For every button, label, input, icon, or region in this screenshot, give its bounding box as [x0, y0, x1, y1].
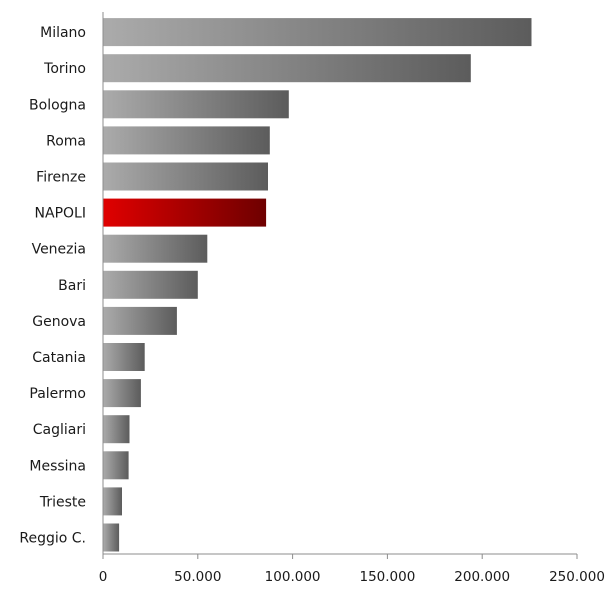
bar-venezia — [103, 234, 208, 263]
category-label: Genova — [32, 314, 86, 330]
category-label: Roma — [46, 133, 86, 149]
bar-bari — [103, 270, 198, 299]
bar-catania — [103, 343, 145, 371]
bar-trieste — [103, 487, 122, 516]
bar-genova — [103, 306, 177, 335]
bar-torino — [103, 54, 471, 83]
bar-palermo — [103, 379, 141, 408]
bar-messina — [103, 451, 129, 480]
x-axis-ticks: 0 50.000 100.000 150.000 200.000 250.000 — [99, 554, 605, 585]
x-tick-label: 250.000 — [549, 569, 605, 585]
bar-milano — [103, 18, 532, 47]
category-label: Milano — [40, 25, 86, 41]
x-tick-label: 50.000 — [174, 569, 221, 585]
category-label: Messina — [29, 458, 86, 474]
category-label: Cagliari — [33, 422, 86, 438]
bars-group — [103, 18, 532, 552]
bar-reggio-c — [103, 523, 120, 552]
category-label: NAPOLI — [35, 206, 86, 222]
bar-cagliari — [103, 415, 130, 444]
bar-bologna — [103, 90, 289, 119]
category-label: Catania — [32, 350, 86, 366]
bar-napoli — [103, 198, 267, 227]
bar-firenze — [103, 162, 268, 191]
x-tick-label: 0 — [99, 569, 108, 585]
category-label: Palermo — [29, 386, 86, 402]
x-tick-label: 200.000 — [454, 569, 510, 585]
category-label: Bari — [58, 278, 86, 294]
category-label: Firenze — [36, 170, 86, 186]
x-tick-label: 150.000 — [359, 569, 415, 585]
category-labels: Milano Torino Bologna Roma Firenze NAPOLI Vene… — [19, 25, 86, 547]
bar-roma — [103, 126, 270, 155]
x-tick-label: 100.000 — [265, 569, 321, 585]
category-label: Reggio C. — [19, 531, 86, 547]
category-label: Bologna — [29, 97, 86, 113]
category-label: Trieste — [39, 494, 86, 510]
category-label: Venezia — [32, 242, 86, 258]
category-label: Torino — [43, 61, 86, 77]
